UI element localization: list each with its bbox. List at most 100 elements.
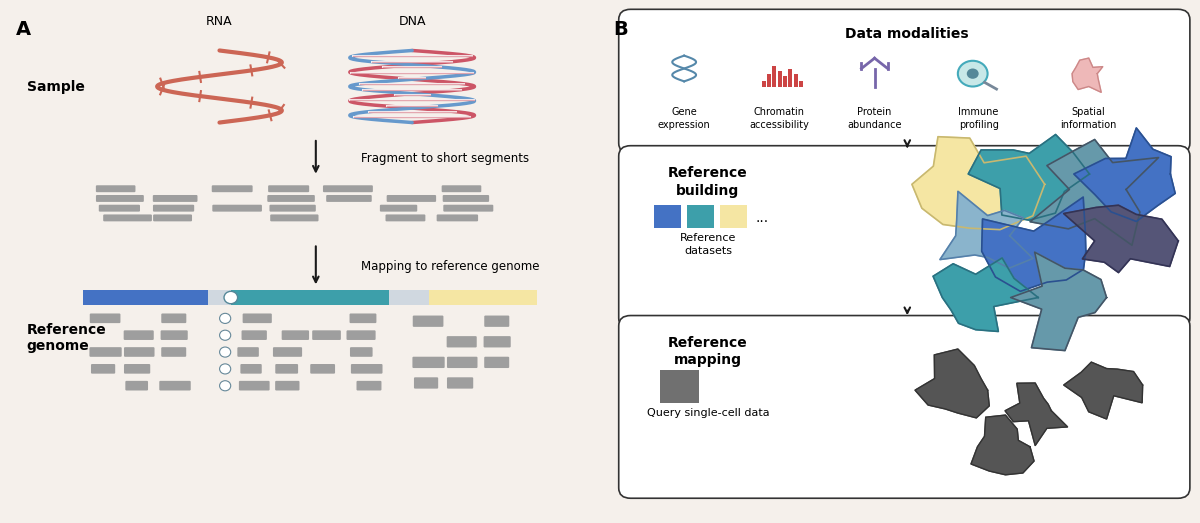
FancyBboxPatch shape — [619, 315, 1190, 498]
FancyBboxPatch shape — [350, 364, 383, 373]
Circle shape — [967, 69, 979, 79]
FancyBboxPatch shape — [161, 347, 186, 357]
Text: B: B — [613, 19, 628, 39]
Text: Protein
abundance: Protein abundance — [847, 107, 902, 130]
FancyBboxPatch shape — [446, 357, 478, 368]
FancyBboxPatch shape — [96, 195, 144, 202]
Text: Reference
building: Reference building — [668, 166, 748, 198]
Bar — [778, 71, 781, 86]
FancyBboxPatch shape — [275, 381, 300, 391]
FancyBboxPatch shape — [443, 195, 490, 202]
FancyBboxPatch shape — [385, 214, 425, 221]
FancyBboxPatch shape — [230, 290, 390, 305]
FancyBboxPatch shape — [282, 331, 310, 340]
FancyBboxPatch shape — [349, 313, 377, 323]
FancyBboxPatch shape — [124, 331, 154, 340]
FancyBboxPatch shape — [240, 364, 262, 373]
FancyBboxPatch shape — [90, 347, 121, 357]
Polygon shape — [1006, 383, 1068, 446]
FancyBboxPatch shape — [160, 381, 191, 391]
Text: Reference
mapping: Reference mapping — [668, 336, 748, 368]
FancyBboxPatch shape — [91, 364, 115, 373]
Text: Chromatin
accessibility: Chromatin accessibility — [750, 107, 809, 130]
FancyBboxPatch shape — [268, 185, 310, 192]
Circle shape — [224, 291, 238, 304]
Text: ...: ... — [756, 211, 769, 225]
FancyBboxPatch shape — [268, 195, 314, 202]
FancyBboxPatch shape — [84, 290, 536, 305]
Bar — [688, 205, 714, 228]
FancyBboxPatch shape — [238, 347, 259, 357]
Bar — [660, 370, 700, 403]
Bar — [773, 66, 776, 86]
FancyBboxPatch shape — [272, 347, 302, 357]
FancyBboxPatch shape — [161, 331, 187, 340]
Bar — [782, 76, 787, 86]
Text: Mapping to reference genome: Mapping to reference genome — [361, 260, 540, 273]
Text: Fragment to short segments: Fragment to short segments — [361, 152, 529, 165]
Text: Query single-cell data: Query single-cell data — [647, 408, 769, 418]
FancyBboxPatch shape — [446, 377, 473, 389]
FancyBboxPatch shape — [413, 315, 444, 327]
FancyBboxPatch shape — [125, 381, 148, 391]
Text: RNA: RNA — [206, 15, 233, 28]
FancyBboxPatch shape — [413, 357, 445, 368]
FancyBboxPatch shape — [485, 357, 509, 368]
Polygon shape — [1072, 58, 1103, 93]
Polygon shape — [968, 134, 1090, 220]
Bar — [654, 205, 682, 228]
FancyBboxPatch shape — [211, 185, 253, 192]
FancyBboxPatch shape — [241, 331, 266, 340]
Bar — [767, 74, 772, 86]
Bar — [793, 74, 798, 86]
FancyBboxPatch shape — [485, 315, 509, 327]
FancyBboxPatch shape — [103, 214, 152, 221]
Text: Data modalities: Data modalities — [846, 27, 970, 41]
Bar — [788, 69, 792, 86]
FancyBboxPatch shape — [437, 214, 478, 221]
Circle shape — [220, 347, 230, 357]
FancyBboxPatch shape — [154, 214, 192, 221]
FancyBboxPatch shape — [275, 364, 298, 373]
FancyBboxPatch shape — [442, 185, 481, 192]
FancyBboxPatch shape — [152, 195, 198, 202]
Polygon shape — [916, 349, 989, 418]
FancyBboxPatch shape — [270, 214, 318, 221]
Polygon shape — [971, 415, 1034, 475]
FancyBboxPatch shape — [124, 364, 150, 373]
FancyBboxPatch shape — [161, 313, 186, 323]
FancyBboxPatch shape — [98, 204, 140, 212]
FancyBboxPatch shape — [270, 204, 316, 212]
FancyBboxPatch shape — [323, 185, 373, 192]
Text: DNA: DNA — [398, 15, 426, 28]
FancyBboxPatch shape — [386, 195, 436, 202]
Circle shape — [220, 381, 230, 391]
FancyBboxPatch shape — [350, 347, 372, 357]
Polygon shape — [982, 197, 1086, 291]
Text: Reference
genome: Reference genome — [26, 323, 107, 354]
FancyBboxPatch shape — [239, 381, 270, 391]
FancyBboxPatch shape — [443, 204, 493, 212]
Polygon shape — [1063, 205, 1178, 272]
FancyBboxPatch shape — [152, 204, 194, 212]
Text: A: A — [16, 19, 31, 39]
FancyBboxPatch shape — [356, 381, 382, 391]
Polygon shape — [912, 137, 1045, 230]
FancyBboxPatch shape — [90, 313, 120, 323]
FancyBboxPatch shape — [619, 9, 1190, 153]
Text: Reference
datasets: Reference datasets — [679, 233, 736, 256]
FancyBboxPatch shape — [484, 336, 511, 347]
FancyBboxPatch shape — [124, 347, 155, 357]
Circle shape — [220, 313, 230, 323]
Text: Sample: Sample — [26, 79, 85, 94]
FancyBboxPatch shape — [414, 377, 438, 389]
FancyBboxPatch shape — [326, 195, 372, 202]
Text: Gene
expression: Gene expression — [658, 107, 710, 130]
FancyBboxPatch shape — [619, 146, 1190, 328]
FancyBboxPatch shape — [84, 290, 208, 305]
FancyBboxPatch shape — [446, 336, 476, 347]
Circle shape — [958, 61, 988, 86]
Bar — [799, 82, 803, 86]
Polygon shape — [1010, 252, 1106, 350]
FancyBboxPatch shape — [212, 204, 262, 212]
